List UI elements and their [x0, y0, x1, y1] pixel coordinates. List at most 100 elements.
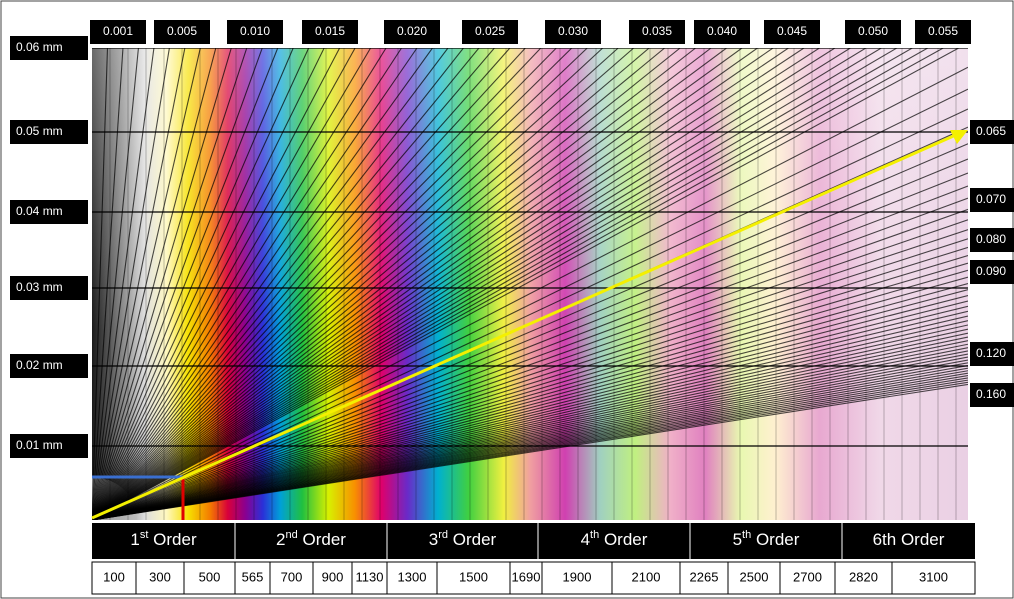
- birefringence-line: [92, 48, 959, 520]
- label-box: [384, 20, 440, 44]
- arrow-head: [950, 130, 968, 144]
- birefringence-line: [92, 48, 495, 520]
- order-word: Order: [751, 530, 800, 549]
- birefringence-label: 0.035: [642, 24, 672, 38]
- retardation-label: 900: [322, 569, 344, 584]
- retardation-label: 1900: [563, 569, 592, 584]
- order-suffix: th: [742, 529, 751, 541]
- birefringence-line: [92, 48, 913, 520]
- birefringence-line: [92, 48, 310, 520]
- birefringence-line: [92, 48, 665, 520]
- label-box: [10, 276, 88, 300]
- thickness-label: 0.04 mm: [16, 204, 63, 218]
- birefringence-line: [92, 48, 372, 520]
- retardation-label: 2100: [632, 569, 661, 584]
- birefringence-label: 0.120: [976, 346, 1006, 360]
- order-number: 3: [429, 530, 438, 549]
- birefringence-line: [92, 48, 929, 520]
- birefringence-line: [92, 229, 968, 520]
- order-label: 2nd Order: [276, 529, 346, 550]
- birefringence-line: [92, 328, 968, 520]
- birefringence-label: 0.040: [707, 24, 737, 38]
- birefringence-line: [92, 48, 170, 520]
- birefringence-line: [92, 48, 511, 520]
- birefringence-line: [92, 48, 635, 520]
- birefringence-line: [92, 48, 186, 520]
- birefringence-line: [92, 48, 898, 520]
- birefringence-line: [92, 48, 232, 520]
- retardation-label: 1130: [356, 569, 384, 584]
- birefringence-line: [92, 48, 217, 520]
- birefringence-line: [92, 48, 650, 520]
- order-label: 6th Order: [873, 530, 945, 549]
- birefringence-line: [92, 48, 526, 520]
- label-box: [302, 20, 358, 44]
- birefringence-line: [92, 48, 433, 520]
- thickness-label: 0.01 mm: [16, 438, 63, 452]
- birefringence-line: [92, 48, 588, 520]
- label-box: [845, 20, 901, 44]
- birefringence-line: [92, 108, 968, 520]
- birefringence-line: [92, 48, 139, 520]
- order-bar: [92, 523, 975, 559]
- birefringence-label: 0.050: [858, 24, 888, 38]
- birefringence-line: [92, 48, 449, 520]
- birefringence-line: [92, 48, 403, 520]
- birefringence-label: 0.045: [777, 24, 807, 38]
- birefringence-line: [92, 197, 968, 520]
- label-box: [629, 20, 685, 44]
- birefringence-line: [92, 48, 573, 520]
- birefringence-line: [92, 294, 968, 520]
- retardation-label: 700: [281, 569, 303, 584]
- birefringence-line: [92, 48, 464, 520]
- birefringence-line: [92, 48, 356, 520]
- order-word: Order: [148, 530, 197, 549]
- birefringence-line: [92, 283, 968, 520]
- birefringence-line: [92, 158, 968, 520]
- birefringence-line: [92, 48, 341, 520]
- retardation-label: 565: [242, 569, 264, 584]
- order-suffix: nd: [286, 529, 298, 541]
- birefringence-line: [92, 48, 109, 520]
- order-word: Order: [896, 530, 945, 549]
- retardation-label: 1500: [459, 569, 488, 584]
- birefringence-label: 0.160: [976, 387, 1006, 401]
- retardation-label: 2500: [740, 569, 769, 584]
- birefringence-line: [92, 48, 789, 520]
- label-box: [10, 120, 88, 144]
- label-box: [970, 342, 1014, 366]
- birefringence-line: [92, 48, 387, 520]
- birefringence-line: [92, 219, 968, 520]
- label-box: [915, 20, 971, 44]
- birefringence-line: [92, 185, 968, 520]
- label-box: [764, 20, 820, 44]
- retardation-label: 2265: [690, 569, 719, 584]
- birefringence-label: 0.015: [315, 24, 345, 38]
- birefringence-line: [92, 48, 696, 520]
- birefringence-line: [92, 48, 774, 520]
- label-box: [10, 200, 88, 224]
- birefringence-line: [92, 383, 968, 520]
- birefringence-line: [92, 48, 480, 520]
- label-box: [227, 20, 283, 44]
- birefringence-line: [92, 88, 968, 520]
- birefringence-line: [92, 315, 968, 520]
- label-box: [10, 434, 88, 458]
- label-box: [90, 20, 146, 44]
- retardation-label: 1300: [398, 569, 427, 584]
- birefringence-line: [92, 48, 604, 520]
- order-number: 1: [130, 530, 139, 549]
- birefringence-line: [92, 276, 968, 520]
- birefringence-line: [92, 172, 968, 520]
- order-word: Order: [448, 530, 497, 549]
- label-box: [970, 260, 1014, 284]
- order-word: Order: [599, 530, 648, 549]
- retardation-label: 500: [199, 569, 221, 584]
- retardation-row: [91, 561, 976, 595]
- birefringence-line: [92, 143, 968, 520]
- thickness-label: 0.03 mm: [16, 280, 63, 294]
- retardation-label: 2700: [793, 569, 822, 584]
- yellow-arrow: [91, 132, 959, 520]
- label-box: [970, 228, 1014, 252]
